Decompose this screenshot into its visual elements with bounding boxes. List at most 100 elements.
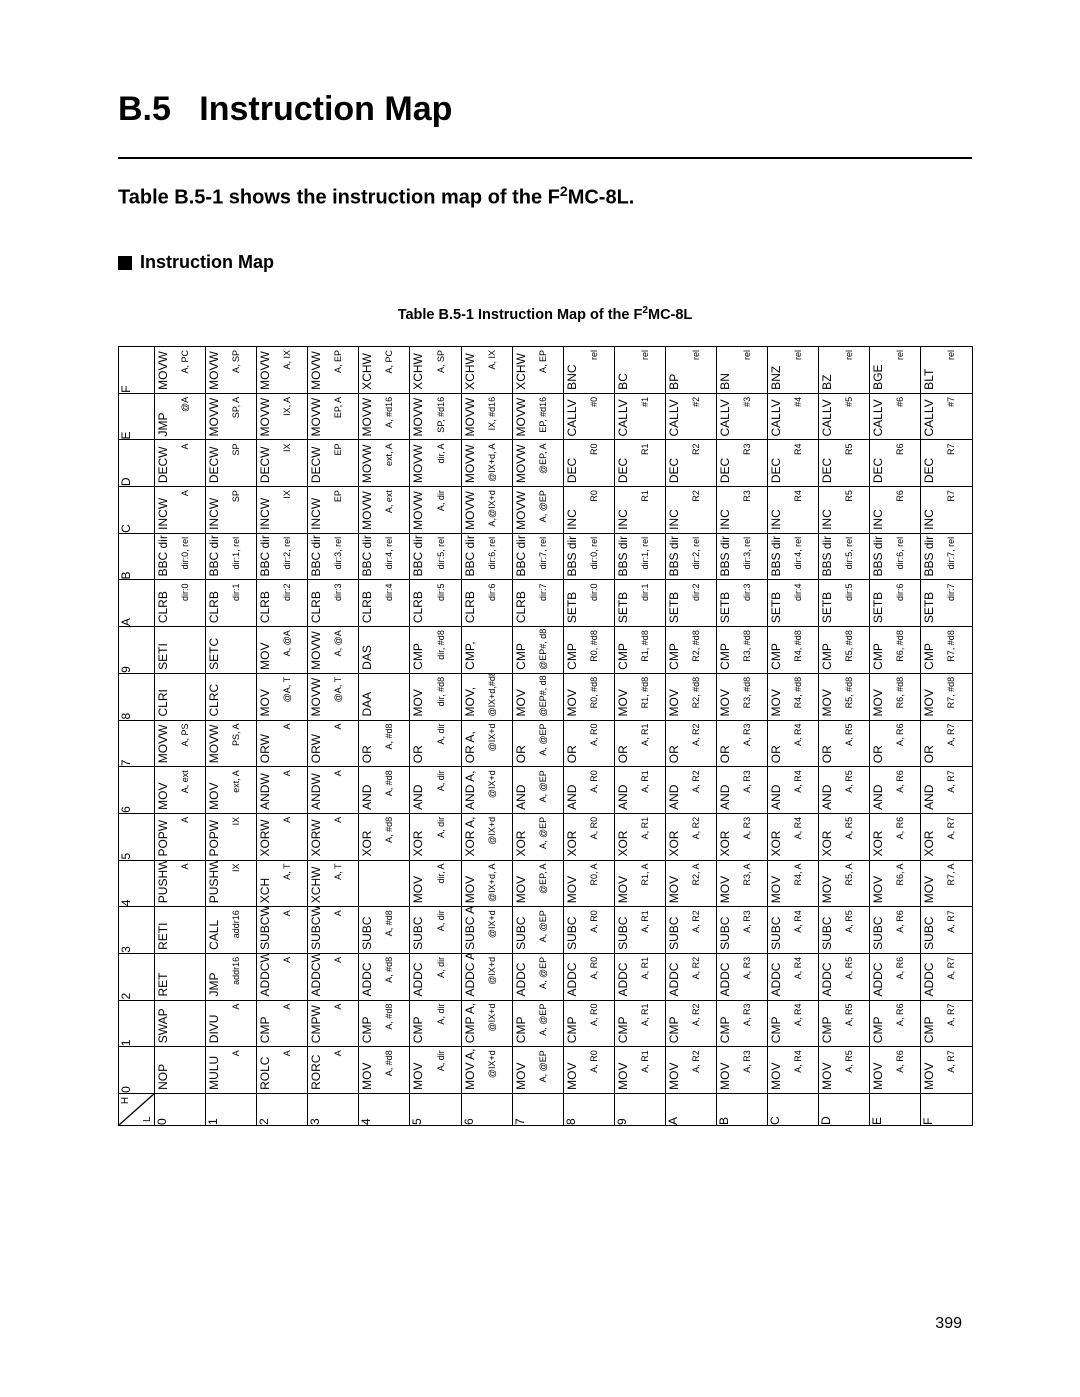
instr-cell: XORA, R1 <box>614 814 665 861</box>
mnemonic: CMP <box>615 628 640 674</box>
mnemonic: CMP <box>666 1001 691 1047</box>
instr-cell: XCHWA, IX <box>461 347 512 394</box>
instr-cell: SUBCA, R2 <box>665 907 716 954</box>
operands: R0, #d8 <box>589 674 614 720</box>
operands: A, R4 <box>793 768 818 814</box>
mnemonic: DEC <box>615 441 640 487</box>
mnemonic: OR <box>870 721 895 767</box>
operands: dir:2, rel <box>282 534 307 580</box>
mnemonic: SETB <box>564 581 589 627</box>
mnemonic: CMP <box>768 628 793 674</box>
instr-cell: BNCrel <box>563 347 614 394</box>
corner-cell: LH <box>119 1094 155 1126</box>
operands: R0 <box>589 441 614 487</box>
mnemonic: XORW <box>257 814 282 860</box>
mnemonic: BN <box>717 347 742 393</box>
mnemonic: MOV <box>870 861 895 907</box>
instr-cell: MOVW@EP, A <box>512 440 563 487</box>
operands: #6 <box>895 394 920 440</box>
instr-cell: SUBC A,@IX+d <box>461 907 512 954</box>
operands: R0, #d8 <box>589 628 614 674</box>
instr-cell: CALLV#0 <box>563 394 614 441</box>
mnemonic: BP <box>666 347 691 393</box>
instr-cell: ANDA, R4 <box>768 767 819 814</box>
mnemonic: BC <box>615 347 640 393</box>
operands: R5 <box>844 488 869 534</box>
mnemonic: CMP, <box>462 628 487 674</box>
mnemonic: DEC <box>666 441 691 487</box>
instr-cell: MOVR4, A <box>768 861 819 908</box>
mnemonic: SUBC <box>564 908 589 954</box>
instr-cell: MOVR2, #d8 <box>665 674 716 721</box>
mnemonic: MOV <box>410 1048 435 1094</box>
instr-cell: CALLV#6 <box>870 394 921 441</box>
mnemonic: CMP <box>359 1001 384 1047</box>
instr-cell: SUBCA, R7 <box>921 907 972 954</box>
instr-cell: MOVdir, #d8 <box>410 674 461 721</box>
instr-cell: CLRBdir:0 <box>155 580 206 627</box>
mnemonic: SUBC <box>359 908 384 954</box>
instr-cell: BNrel <box>717 347 768 394</box>
instr-cell: MOVWA, SP <box>206 347 257 394</box>
mnemonic: ADDC <box>513 954 538 1000</box>
row-header: 7 <box>512 1094 563 1126</box>
operands: A <box>333 908 358 954</box>
mnemonic: MOVW <box>308 674 333 720</box>
instr-cell: MOVWext, A <box>359 440 410 487</box>
instr-cell: MOVWEP, A <box>308 394 359 441</box>
instr-cell: POPWA <box>155 814 206 861</box>
row-header: 9 <box>614 1094 665 1126</box>
operands: dir:6, rel <box>895 534 920 580</box>
operands: R7 <box>946 488 971 534</box>
mnemonic: MOVW <box>257 394 282 440</box>
operands: IX <box>231 814 256 860</box>
instr-cell: MOVWA,@IX+d <box>461 487 512 534</box>
mnemonic: MOV <box>768 674 793 720</box>
operands: A, R3 <box>742 814 767 860</box>
operands: dir:0 <box>589 581 614 627</box>
operands: A, R2 <box>691 908 716 954</box>
instr-cell: ANDA, R6 <box>870 767 921 814</box>
mnemonic: SETB <box>819 581 844 627</box>
instr-cell: SUBCA, R4 <box>768 907 819 954</box>
instr-cell: MOV A,@IX+d <box>461 1047 512 1094</box>
operands: A, @EP <box>538 908 563 954</box>
operands: R2, #d8 <box>691 674 716 720</box>
instr-cell: XCHA, T <box>257 861 308 908</box>
mnemonic: MOV <box>257 674 282 720</box>
mnemonic: OR <box>819 721 844 767</box>
mnemonic: MOV <box>513 674 538 720</box>
mnemonic: MOV <box>768 1048 793 1094</box>
mnemonic: MOVW <box>308 628 333 674</box>
operands: SP <box>231 488 256 534</box>
operands: dir:1 <box>231 581 256 627</box>
operands: A <box>180 488 205 534</box>
instr-cell: CMPR0, #d8 <box>563 627 614 674</box>
mnemonic: MOV <box>615 1048 640 1094</box>
instr-cell: SUBCA, R1 <box>614 907 665 954</box>
mnemonic: CLRB <box>462 581 487 627</box>
mnemonic: ADDCW <box>257 954 282 1000</box>
mnemonic: OR <box>921 721 946 767</box>
operands: @EP, A <box>538 861 563 907</box>
operands: @IX+d <box>487 1001 512 1047</box>
operands: @EP, A <box>538 441 563 487</box>
instr-cell: MOVA, R7 <box>921 1047 972 1094</box>
mnemonic: DEC <box>768 441 793 487</box>
col-header: D <box>119 440 155 487</box>
instr-cell: CMPA, R0 <box>563 1001 614 1048</box>
operands: A <box>282 954 307 1000</box>
instr-cell: CMPR7, #d8 <box>921 627 972 674</box>
instr-cell: INCWSP <box>206 487 257 534</box>
instr-cell: XORA, R6 <box>870 814 921 861</box>
operands: #1 <box>640 394 665 440</box>
mnemonic: CALL <box>206 908 231 954</box>
instr-cell: BBC dirdir:7, rel <box>512 534 563 581</box>
operands: A, ext <box>384 488 409 534</box>
mnemonic: MOVW <box>359 488 384 534</box>
operands: A, dir <box>436 1048 461 1094</box>
mnemonic: CMP <box>615 1001 640 1047</box>
operands: SP, #d16 <box>436 394 461 440</box>
mnemonic: AND <box>870 768 895 814</box>
instr-cell: XORA, R4 <box>768 814 819 861</box>
